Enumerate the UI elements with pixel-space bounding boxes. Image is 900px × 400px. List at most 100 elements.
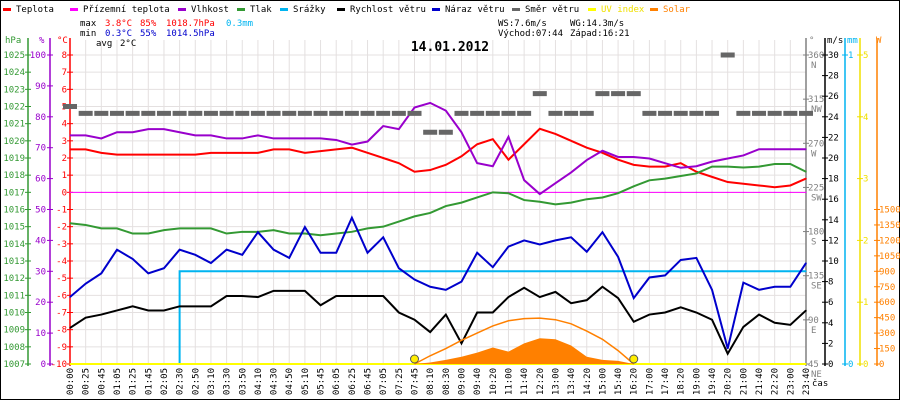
x-tick-label: 17:40 [661, 368, 671, 395]
uv-tick-label: 0 [863, 360, 868, 370]
x-tick-label: 00:00 [66, 368, 76, 395]
series-point [570, 171, 572, 174]
series-point [241, 231, 243, 233]
series-point [711, 319, 713, 321]
tlak-line [69, 163, 807, 237]
wind-direction-point [78, 110, 93, 116]
series-point [695, 257, 697, 259]
x-tick-label: 16:20 [630, 368, 640, 395]
series-point [774, 286, 776, 288]
series-point [539, 296, 541, 298]
series-point [335, 191, 337, 193]
series-point [789, 270, 791, 272]
series-point [460, 270, 463, 272]
series-point [288, 191, 290, 193]
series-point [554, 133, 557, 135]
series-point [445, 205, 447, 207]
wind-tick-label: 22 [828, 133, 839, 143]
series-point [758, 191, 760, 193]
legend-swatch [650, 8, 658, 11]
uv-tick-label: 1 [863, 298, 868, 308]
x-tick-label: 01:05 [113, 368, 123, 395]
series-point [648, 157, 651, 160]
series-point [445, 289, 447, 291]
series-point [116, 153, 118, 156]
pressure-tick-label: 1007 [3, 360, 25, 370]
legend-label: Rychlost větru [350, 5, 426, 15]
series-point [132, 191, 134, 193]
series-point [241, 137, 243, 140]
legend-label: Srážky [293, 5, 326, 15]
series-point [680, 306, 682, 308]
series-point [163, 128, 165, 130]
x-tick-label: 22:20 [771, 368, 781, 395]
series-point [789, 286, 791, 288]
wind-direction-point [595, 91, 610, 97]
series-point [413, 106, 416, 109]
series-point [147, 272, 149, 274]
wind-direction-point [720, 52, 735, 58]
series-point [225, 232, 228, 235]
series-point [664, 270, 666, 272]
sunrise-marker [410, 354, 420, 364]
series-point [351, 217, 353, 219]
wind-direction-point [517, 110, 532, 116]
series-point [774, 270, 776, 272]
wind-direction-point [423, 129, 438, 135]
series-point [758, 363, 760, 365]
series-point [695, 311, 697, 314]
series-point [69, 148, 71, 151]
series-point [695, 172, 697, 175]
series-point [664, 191, 666, 193]
wind-direction-point [579, 110, 594, 116]
wind-direction-point [235, 110, 250, 116]
series-point [225, 295, 228, 297]
series-point [507, 270, 510, 272]
series-point [413, 191, 416, 193]
stats-wind-speed: WS:7.6m/s [498, 19, 547, 29]
series-point [507, 192, 510, 194]
series-point [648, 270, 651, 272]
series-point [85, 283, 87, 285]
humidity-axis-unit: % [39, 36, 45, 46]
x-tick-label: 07:45 [411, 368, 421, 395]
series-point [633, 185, 635, 187]
series-point [758, 148, 760, 150]
series-point [351, 231, 353, 233]
legend-label: Teplota [16, 5, 54, 15]
humidity-tick-label: 30 [35, 267, 46, 277]
temperature-tick-label: -7 [56, 309, 67, 319]
x-tick-label: 12:20 [536, 368, 546, 395]
series-point [805, 148, 807, 150]
series-point [460, 202, 463, 204]
series-point [288, 232, 290, 235]
series-point [680, 175, 682, 177]
humidity-tick-label: 10 [35, 329, 46, 339]
series-point [711, 289, 713, 291]
series-point [742, 191, 744, 193]
series-point [210, 152, 212, 154]
series-point [476, 143, 478, 145]
series-point [554, 270, 557, 272]
series-point [288, 270, 290, 272]
series-point [680, 191, 682, 193]
series-point [711, 176, 713, 178]
series-point [257, 296, 259, 298]
humidity-tick-label: 100 [30, 51, 46, 61]
series-point [445, 270, 447, 272]
wind-direction-point [156, 110, 171, 116]
legend-label: Přízemní teplota [83, 5, 170, 15]
x-tick-label: 03:50 [238, 368, 248, 395]
series-point [680, 162, 682, 164]
solar-tick-label: 1050 [879, 252, 900, 262]
series-point [523, 179, 525, 181]
series-point [774, 186, 776, 188]
series-point [523, 199, 525, 201]
series-point [774, 191, 776, 193]
series-point [241, 254, 243, 256]
series-point [789, 163, 791, 165]
series-point [85, 317, 87, 319]
series-point [304, 226, 306, 228]
legend-swatch [237, 8, 245, 11]
